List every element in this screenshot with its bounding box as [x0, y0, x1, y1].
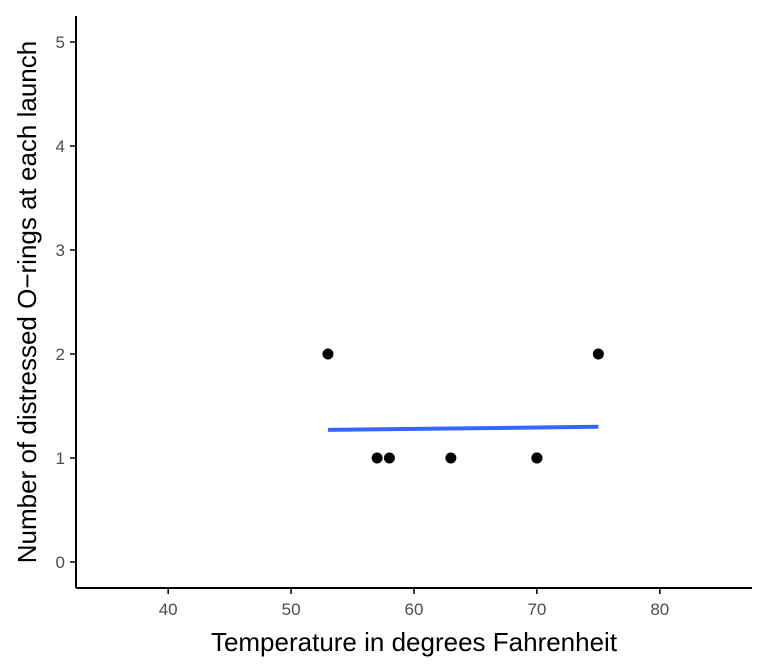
y-axis-title: Number of distressed O−rings at each lau…: [12, 41, 42, 563]
axes: [75, 16, 752, 589]
data-point: [445, 452, 457, 464]
fit-line: [327, 424, 599, 432]
data-point: [592, 348, 604, 360]
x-tick-label: 50: [282, 600, 301, 619]
data-point: [371, 452, 383, 464]
y-tick-label: 5: [56, 33, 65, 52]
data-point: [531, 452, 543, 464]
y-tick-label: 0: [56, 553, 65, 572]
x-tick-label: 40: [159, 600, 178, 619]
x-tick-label: 60: [405, 600, 424, 619]
y-tick-label: 3: [56, 241, 65, 260]
x-tick-label: 70: [527, 600, 546, 619]
data-point: [322, 348, 334, 360]
fit-line-group: [327, 424, 599, 432]
data-points: [322, 348, 604, 464]
y-tick-label: 2: [56, 345, 65, 364]
y-axis-ticks: 0 1 2 3 4 5: [56, 33, 76, 572]
x-axis-ticks: 40 50 60 70 80: [159, 588, 669, 619]
x-tick-label: 80: [650, 600, 669, 619]
y-tick-label: 4: [56, 137, 65, 156]
y-tick-label: 1: [56, 449, 65, 468]
data-point: [383, 452, 395, 464]
x-axis-title: Temperature in degrees Fahrenheit: [211, 627, 618, 657]
